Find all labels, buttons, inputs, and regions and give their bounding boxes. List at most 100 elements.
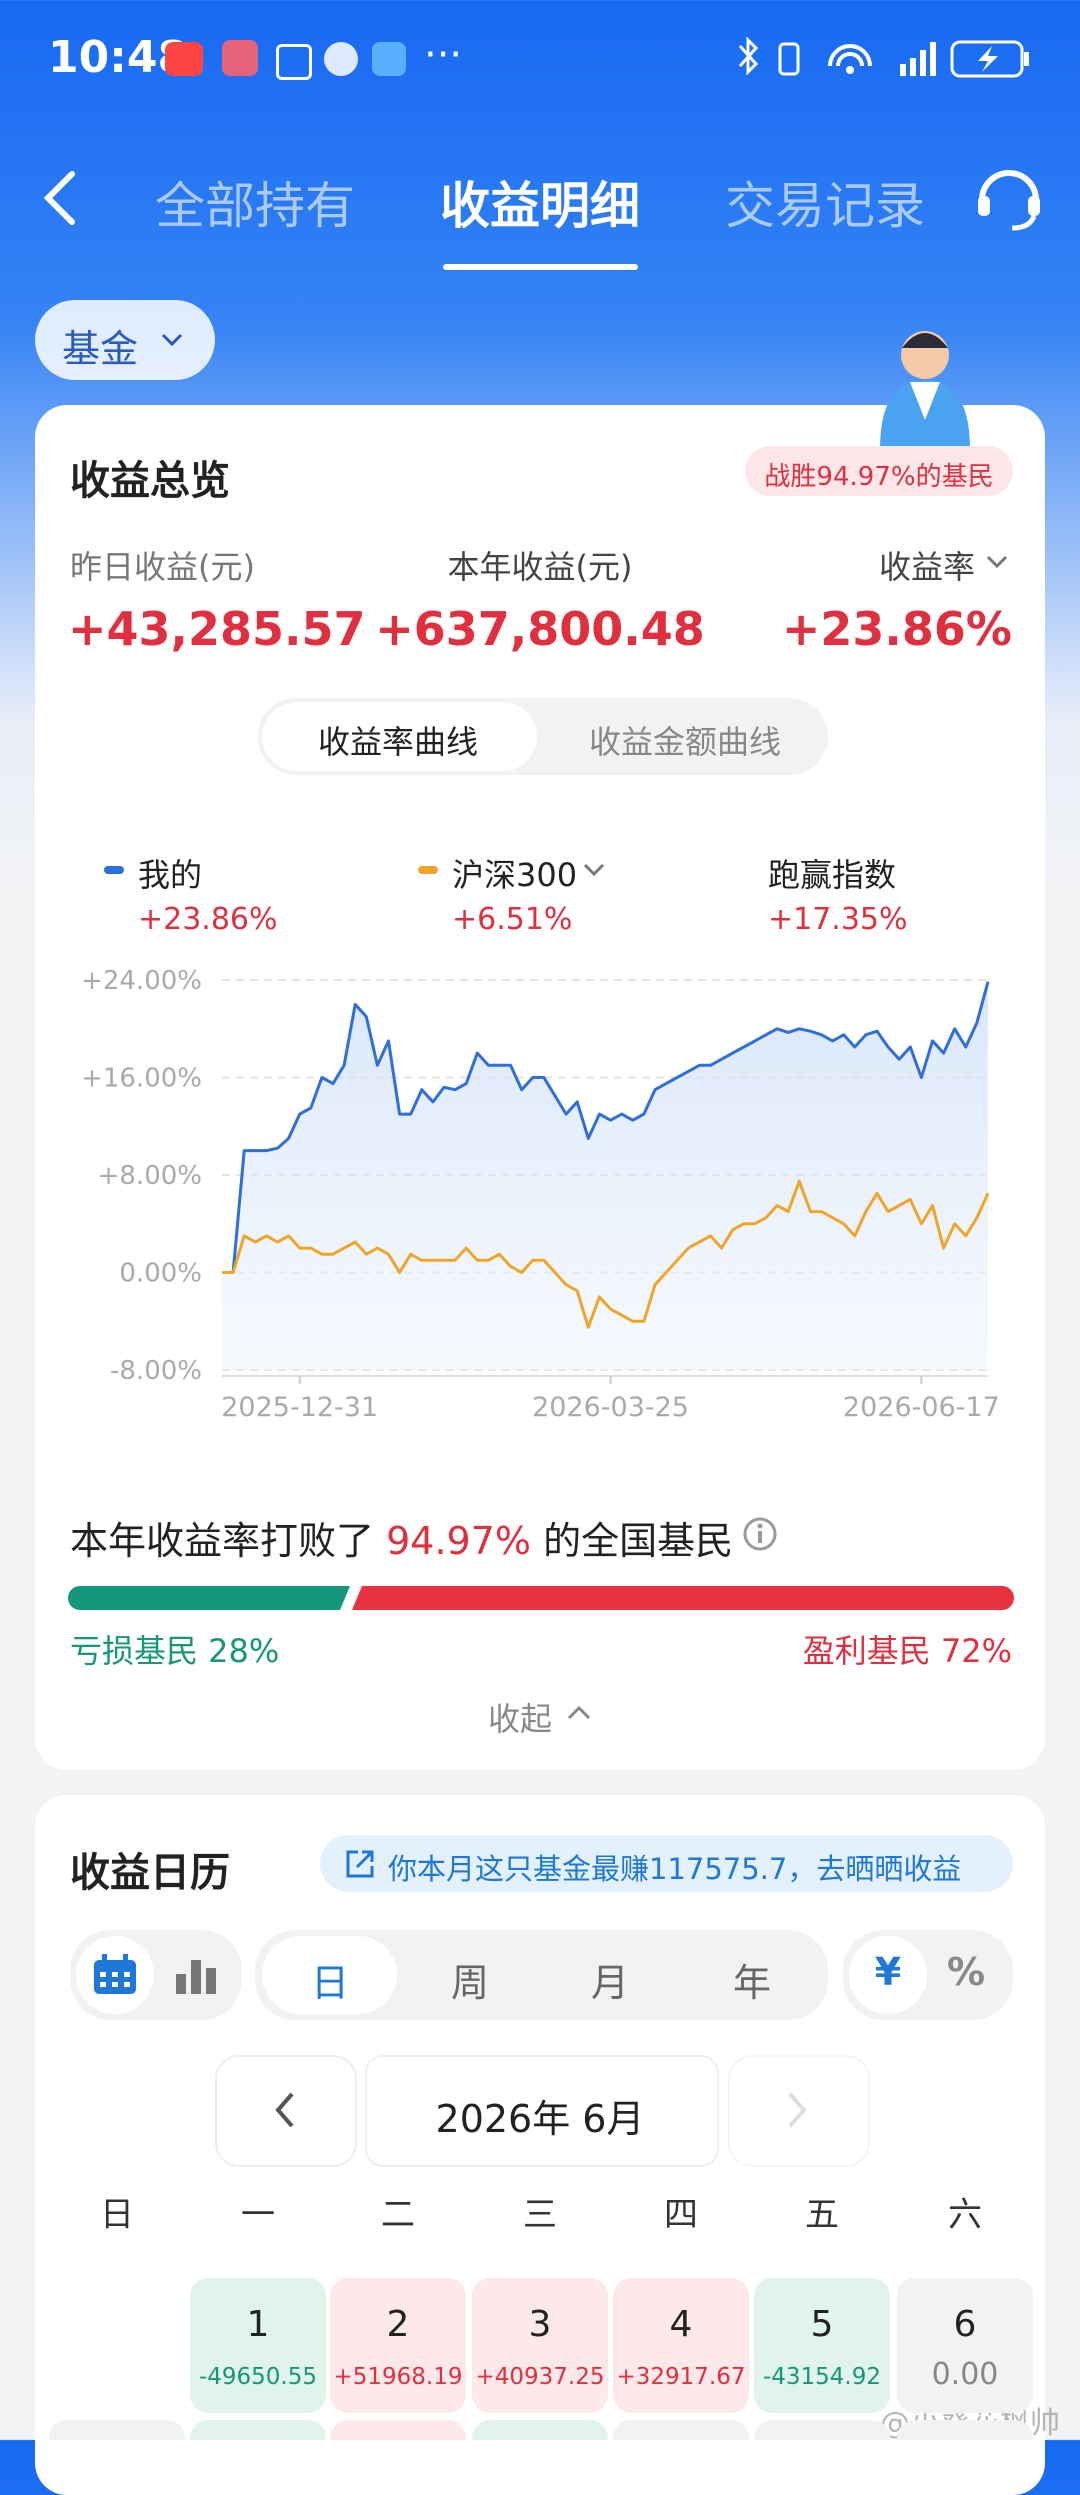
day-cell[interactable] <box>613 2278 749 2413</box>
chevron-right <box>788 2092 807 2128</box>
day-cell-next <box>897 2420 1033 2440</box>
beat-highlight: 94.97% <box>386 1519 532 1563</box>
day-value: -43154.92 <box>763 2364 881 2390</box>
legend-name: 我的 <box>138 856 203 894</box>
calendar-icon[interactable] <box>92 1954 138 1996</box>
legend-name[interactable]: 沪深300 <box>452 856 578 894</box>
share-banner[interactable] <box>320 1835 1013 1892</box>
period-option[interactable]: 日 <box>310 1961 350 2005</box>
period-option[interactable]: 年 <box>732 1961 772 2005</box>
period-option[interactable]: 月 <box>590 1961 630 2005</box>
toggle-option[interactable]: 收益金额曲线 <box>588 723 782 761</box>
day-number: 2 <box>387 2304 410 2345</box>
y-tick-label: +16.00% <box>81 1064 202 1094</box>
chevron-left <box>275 2092 294 2128</box>
loss-label: 亏损基民 28% <box>70 1632 280 1670</box>
weekday: 一 <box>241 2195 275 2235</box>
weekday: 二 <box>381 2195 415 2235</box>
stat-label: 本年收益(元) <box>447 548 633 586</box>
stat-value: +23.86% <box>781 602 1012 656</box>
status-icon <box>372 42 406 76</box>
stat-label[interactable]: 收益率 <box>878 548 975 586</box>
weekday: 四 <box>664 2195 698 2235</box>
unit-option[interactable]: ¥ <box>874 1950 902 1994</box>
collapse-button[interactable]: 收起 <box>488 1700 553 1738</box>
series-line <box>222 981 990 1274</box>
badge <box>745 446 1013 496</box>
chevron-up <box>567 1705 591 1720</box>
mascot <box>880 331 970 450</box>
filter-label[interactable]: 基金 <box>62 327 139 371</box>
legend-value: +23.86% <box>138 902 278 937</box>
filter-pill[interactable] <box>35 300 215 380</box>
tab-active[interactable]: 收益明细 <box>440 177 640 235</box>
day-number: 5 <box>811 2304 834 2345</box>
chevron <box>986 555 1008 569</box>
beat-prefix: 本年收益率打败了 <box>70 1519 375 1563</box>
status-icon <box>324 42 358 76</box>
day-cell-next <box>613 2420 749 2440</box>
status-right-icons <box>738 36 1029 78</box>
stat-value: +637,800.48 <box>375 602 705 656</box>
service-button[interactable] <box>972 160 1046 234</box>
day-number: 6 <box>954 2304 977 2345</box>
day-cell-next <box>472 2420 608 2440</box>
day-cell-next <box>49 2420 185 2440</box>
back-button[interactable] <box>36 168 86 228</box>
period-option[interactable]: 周 <box>450 1961 490 2005</box>
stat-label: 昨日收益(元) <box>70 548 255 586</box>
return-chart: +24.00% +16.00% +8.00% 0.00% -8.00% 2025-12-3… <box>49 966 1033 2440</box>
day-value: 0.00 <box>932 2357 999 2392</box>
share-icon <box>346 1850 374 1878</box>
x-tick-label: 2026-03-25 <box>532 1392 689 1423</box>
series-line <box>222 1179 990 1329</box>
chevron <box>583 863 605 877</box>
beat-text: 本年收益率打败了 94.97% 的全国基民 <box>70 1510 733 1565</box>
app-screen: 10:48 ··· 全部持有 收益明细 交易记录 基金 收益总览 战胜94.97… <box>0 0 1080 2441</box>
next-month[interactable] <box>728 2055 870 2167</box>
day-cell-next <box>330 2420 466 2440</box>
beat-bar <box>68 1586 1014 1610</box>
series-area <box>222 981 988 1370</box>
status-icon <box>222 40 258 76</box>
tab[interactable]: 全部持有 <box>155 177 355 235</box>
toggle-option[interactable]: 收益率曲线 <box>317 723 479 761</box>
prev-month[interactable] <box>215 2055 357 2167</box>
month-box <box>365 2055 719 2167</box>
y-tick-label: +24.00% <box>81 966 202 996</box>
unit-option[interactable]: % <box>946 1950 986 1994</box>
day-cell-next <box>754 2420 890 2440</box>
x-tick-label: 2025-12-31 <box>221 1392 378 1423</box>
day-cell[interactable] <box>330 2278 466 2413</box>
day-cell[interactable] <box>472 2278 608 2413</box>
toggle-selected[interactable] <box>849 1936 927 2014</box>
chevron <box>161 333 183 347</box>
day-value: +51968.19 <box>333 2364 462 2390</box>
status-time: 10:48 <box>48 32 189 83</box>
weekday: 五 <box>805 2195 839 2235</box>
stat-value: +43,285.57 <box>68 602 366 656</box>
banner-text[interactable]: 你本月这只基金最赚117575.7，去晒晒收益 <box>388 1852 962 1886</box>
tab[interactable]: 交易记录 <box>725 177 925 235</box>
status-icon <box>165 42 203 76</box>
day-cell-next <box>190 2420 326 2440</box>
toggle-selected[interactable] <box>262 702 537 771</box>
status-more: ··· <box>424 32 463 78</box>
weekday: 三 <box>523 2195 557 2235</box>
status-icon <box>276 44 312 80</box>
info-icon[interactable] <box>742 1516 778 1552</box>
day-cell[interactable] <box>754 2278 890 2413</box>
legend-swatch <box>418 866 438 874</box>
x-tick-label: 2026-06-17 <box>843 1392 1000 1423</box>
month-label: 2026年 6月 <box>435 2097 645 2141</box>
y-tick-label: 0.00% <box>119 1259 202 1289</box>
day-number: 1 <box>247 2304 270 2345</box>
day-value: -49650.55 <box>199 2364 317 2390</box>
legend-name: 跑赢指数 <box>768 856 897 894</box>
section-title: 收益总览 <box>70 458 230 504</box>
day-cell[interactable] <box>897 2278 1033 2413</box>
toggle-selected[interactable] <box>262 1936 397 2014</box>
beat-suffix: 的全国基民 <box>543 1519 734 1563</box>
day-cell[interactable] <box>190 2278 326 2413</box>
bar-icon[interactable] <box>174 1956 218 1994</box>
